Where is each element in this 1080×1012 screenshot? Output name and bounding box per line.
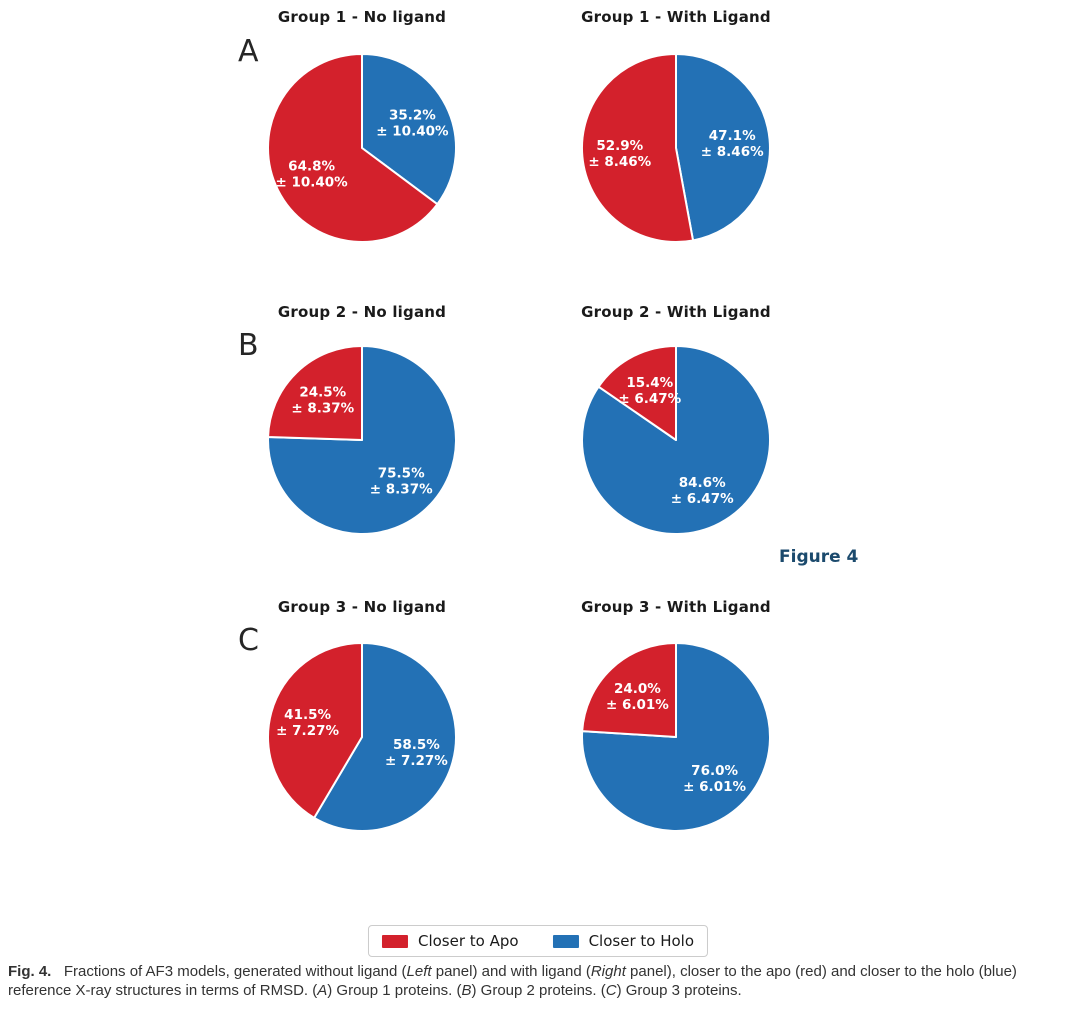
chart-title-group-2-with-ligand: Group 2 - With Ligand [581, 303, 771, 321]
caption-segment: ) Group 2 proteins. ( [471, 982, 606, 999]
slice-label-apo: 15.4% ± 6.47% [618, 375, 681, 407]
figure-caption: Fig. 4. Fractions of AF3 models, generat… [8, 962, 1074, 1000]
pie-chart-group-3-no-ligand: 58.5% ± 7.27% 41.5% ± 7.27% [267, 642, 457, 832]
pie-slice-apo [597, 345, 677, 441]
slice-label-apo: 52.9% ± 8.46% [588, 138, 651, 170]
caption-segment: ) Group 1 proteins. ( [327, 982, 462, 999]
caption-segment: Fig. 4. [8, 963, 52, 980]
slice-label-holo: 47.1% ± 8.46% [701, 128, 764, 160]
pie-chart-group-2-with-ligand: 84.6% ± 6.47% 15.4% ± 6.47% [581, 345, 771, 535]
chart-title-group-3-with-ligand: Group 3 - With Ligand [581, 598, 771, 616]
caption-segment: Fractions of AF3 models, generated witho… [51, 963, 407, 980]
figure-number-label: Figure 4 [779, 547, 859, 567]
pie-slice-holo [361, 53, 457, 206]
pie-slice-apo [581, 53, 695, 243]
pie-slice-holo [267, 345, 457, 535]
legend-label-holo: Closer to Holo [588, 932, 695, 950]
pie-slice-holo [581, 345, 771, 535]
panel-letter-b: B [238, 328, 259, 363]
pie-slice-holo [581, 642, 771, 832]
pie-chart-group-1-with-ligand: 47.1% ± 8.46% 52.9% ± 8.46% [581, 53, 771, 243]
pie-chart-group-2-no-ligand: 75.5% ± 8.37% 24.5% ± 8.37% [267, 345, 457, 535]
pie-slice-apo [581, 642, 677, 738]
slice-label-holo: 84.6% ± 6.47% [671, 475, 734, 507]
caption-segment: panel) and with ligand ( [431, 963, 591, 980]
legend-item-apo: Closer to Apo [381, 932, 519, 950]
panel-letter-c: C [238, 623, 259, 658]
pie-slice-holo [313, 642, 457, 832]
pie-slice-apo [267, 642, 363, 819]
legend-label-apo: Closer to Apo [417, 932, 519, 950]
slice-label-apo: 24.5% ± 8.37% [291, 385, 354, 417]
caption-segment: Right [590, 963, 626, 980]
chart-title-group-1-with-ligand: Group 1 - With Ligand [581, 8, 771, 26]
slice-label-apo: 24.0% ± 6.01% [606, 681, 669, 713]
chart-title-group-1-no-ligand: Group 1 - No ligand [277, 8, 447, 26]
caption-segment: panel), closer to the apo (red) and clos… [8, 963, 1017, 999]
caption-segment: Left [406, 963, 432, 980]
chart-title-group-3-no-ligand: Group 3 - No ligand [277, 598, 447, 616]
slice-label-apo: 41.5% ± 7.27% [276, 707, 339, 739]
legend: Closer to Apo Closer to Holo [367, 925, 709, 957]
pie-slice-apo [267, 345, 363, 441]
legend-swatch-holo [552, 934, 579, 948]
slice-label-holo: 76.0% ± 6.01% [683, 763, 746, 795]
legend-item-holo: Closer to Holo [552, 932, 695, 950]
caption-segment: ) Group 3 proteins. [616, 982, 742, 999]
caption-segment: B [461, 982, 472, 999]
caption-segment: C [605, 982, 617, 999]
pie-chart-group-1-no-ligand: 35.2% ± 10.40% 64.8% ± 10.40% [267, 53, 457, 243]
panel-letter-a: A [238, 34, 259, 69]
pie-chart-group-3-with-ligand: 76.0% ± 6.01% 24.0% ± 6.01% [581, 642, 771, 832]
slice-label-holo: 58.5% ± 7.27% [385, 737, 448, 769]
legend-swatch-apo [381, 934, 408, 948]
slice-label-holo: 75.5% ± 8.37% [370, 466, 433, 498]
slice-label-holo: 35.2% ± 10.40% [376, 108, 449, 140]
caption-segment: A [317, 982, 328, 999]
chart-title-group-2-no-ligand: Group 2 - No ligand [277, 303, 447, 321]
pie-slice-apo [267, 53, 439, 243]
pie-slice-holo [675, 53, 771, 242]
slice-label-apo: 64.8% ± 10.40% [275, 158, 348, 190]
